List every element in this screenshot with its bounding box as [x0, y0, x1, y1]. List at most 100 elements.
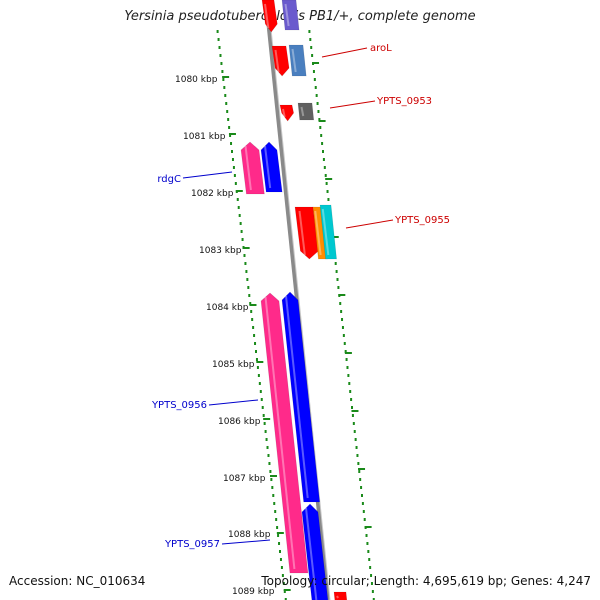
gene-label-leader — [221, 539, 271, 545]
genome-backbone-highlight — [267, 0, 331, 600]
scale-tick-label: 1089 kbp — [232, 587, 275, 597]
gene-rdgc-pink-shine — [244, 145, 252, 191]
inner-tick-ring — [245, 270, 248, 273]
outer-tick-ring — [372, 598, 375, 600]
outer-tick-ring — [352, 422, 355, 425]
gene-label-ypts_0953: YPTS_0953 — [376, 96, 432, 107]
gene-cyan-0955 — [319, 204, 337, 260]
outer-major-tick — [338, 294, 346, 296]
gene-arol-shine — [274, 49, 280, 73]
outer-tick-ring — [347, 374, 350, 377]
gene-ypts-0956 — [281, 291, 321, 503]
gene-rdgc — [260, 141, 283, 193]
gene-rdgc-shine — [264, 145, 272, 189]
inner-tick-ring — [275, 518, 278, 521]
gene-ypts-0955-shine — [298, 210, 306, 256]
outer-tick-ring — [337, 286, 340, 289]
outer-tick-ring — [367, 550, 370, 553]
scale-tick-label: 1087 kbp — [223, 474, 266, 484]
scale-major-tick — [222, 76, 230, 78]
inner-tick-ring — [263, 422, 266, 425]
gene-forward-top — [261, 0, 278, 33]
scale-major-tick — [263, 418, 271, 420]
outer-tick-ring — [358, 470, 361, 473]
gene-ypts-0956-pink — [260, 292, 309, 574]
outer-tick-ring — [324, 174, 327, 177]
gene-grey-0953-shine — [300, 106, 305, 117]
inner-tick-ring — [228, 126, 231, 129]
outer-tick-ring — [365, 534, 368, 537]
outer-tick-ring — [371, 590, 374, 593]
outer-tick-ring — [348, 382, 351, 385]
gene-label-leader — [208, 399, 259, 406]
gene-label-leader — [329, 100, 376, 109]
inner-tick-ring — [283, 590, 286, 593]
outer-major-tick — [312, 62, 320, 64]
inner-tick-ring — [273, 502, 276, 505]
gene-ypts-0956-pink-shine — [264, 296, 296, 570]
outer-tick-ring — [308, 30, 311, 33]
outer-tick-ring — [368, 558, 371, 561]
scale-tick-label: 1080 kbp — [175, 75, 218, 85]
scale-tick-label: 1085 kbp — [212, 360, 255, 370]
inner-tick-ring — [284, 598, 287, 600]
inner-tick-ring — [239, 222, 242, 225]
outer-tick-ring — [349, 390, 352, 393]
inner-tick-ring — [258, 382, 261, 385]
inner-tick-ring — [256, 366, 259, 369]
outer-tick-ring — [350, 398, 353, 401]
genome-title: Yersinia pseudotuberculosis PB1/+, compl… — [124, 9, 476, 24]
outer-tick-ring — [360, 486, 363, 489]
outer-tick-ring — [355, 446, 358, 449]
outer-tick-ring — [313, 78, 316, 81]
inner-tick-ring — [251, 318, 254, 321]
gene-ypts-0955 — [294, 206, 319, 260]
outer-tick-ring — [341, 318, 344, 321]
inner-tick-ring — [272, 494, 275, 497]
outer-tick-ring — [369, 566, 372, 569]
gene-label-leader — [321, 47, 368, 58]
outer-tick-ring — [322, 150, 324, 153]
inner-tick-ring — [223, 86, 226, 89]
gene-blue-arol-shine — [291, 48, 297, 73]
outer-tick-ring — [359, 478, 362, 481]
gene-label-arol: aroL — [370, 43, 392, 54]
gene-grey-0953 — [297, 102, 315, 121]
outer-major-tick — [325, 178, 333, 180]
inner-tick-ring — [264, 430, 267, 433]
outer-tick-ring — [360, 494, 363, 497]
outer-tick-ring — [363, 518, 366, 521]
inner-tick-ring — [244, 262, 247, 265]
outer-tick-ring — [315, 94, 318, 97]
inner-tick-ring — [268, 462, 271, 465]
gene-rdgc-pink — [240, 141, 265, 195]
scale-major-tick — [242, 247, 250, 249]
outer-tick-ring — [343, 342, 346, 345]
outer-tick-ring — [314, 86, 317, 89]
inner-tick-ring — [232, 166, 235, 169]
accession-label: Accession: NC_010634 — [9, 574, 146, 588]
outer-tick-ring — [326, 190, 329, 193]
inner-tick-ring — [217, 38, 220, 41]
topology-label: Topology: circular; Length: 4,695,619 bp… — [261, 574, 591, 588]
outer-tick-ring — [321, 142, 324, 145]
gene-blue-arol — [288, 44, 307, 77]
inner-tick-ring — [265, 438, 268, 441]
outer-tick-ring — [357, 462, 360, 465]
inner-tick-ring — [255, 350, 257, 353]
outer-tick-ring — [311, 54, 314, 57]
outer-tick-ring — [323, 166, 326, 169]
inner-tick-ring — [270, 478, 273, 481]
outer-major-tick — [318, 120, 326, 122]
gene-bottom-red — [333, 591, 348, 600]
outer-tick-ring — [366, 542, 369, 545]
inner-tick-ring — [216, 30, 219, 33]
inner-tick-ring — [282, 582, 285, 585]
outer-tick-ring — [361, 502, 364, 505]
inner-tick-ring — [222, 78, 225, 81]
outer-tick-ring — [339, 302, 342, 305]
inner-tick-ring — [261, 406, 264, 409]
scale-tick-label: 1083 kbp — [199, 246, 242, 256]
outer-major-tick — [351, 410, 359, 412]
